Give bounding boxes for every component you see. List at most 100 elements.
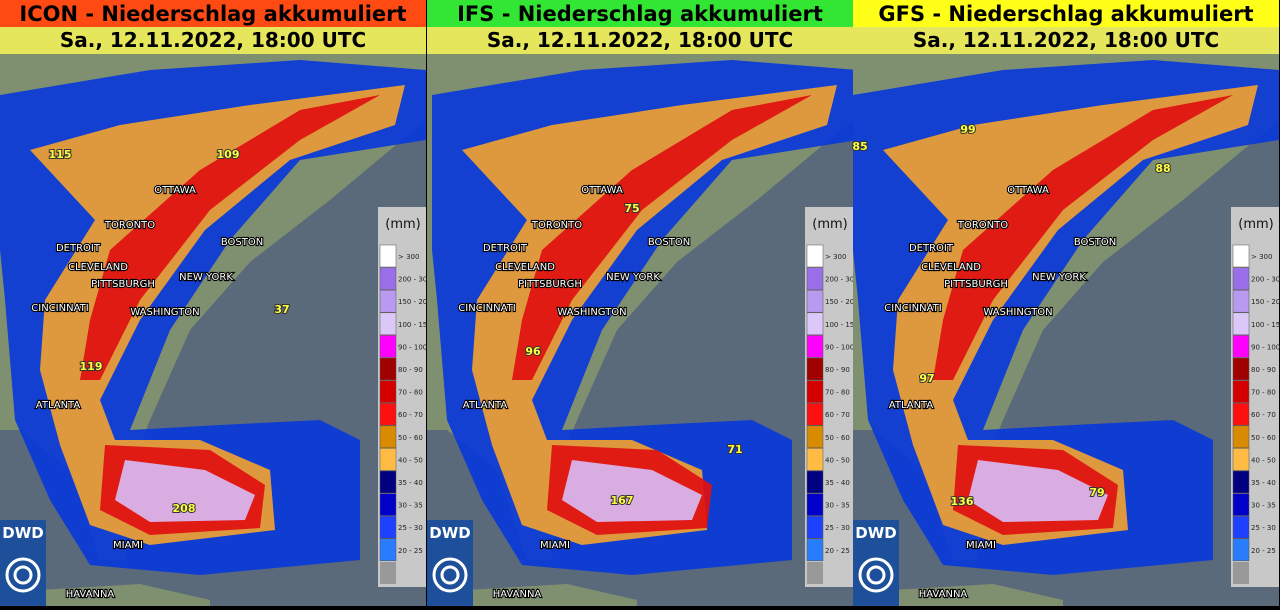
precip-maximum: 96 xyxy=(525,345,541,358)
legend-swatch xyxy=(806,493,824,516)
precip-maximum: 136 xyxy=(951,495,974,508)
city-label: PITTSBURGH xyxy=(91,279,155,290)
city-label: CINCINNATI xyxy=(884,303,941,314)
legend-label: 30 - 35 xyxy=(1251,502,1276,510)
legend-swatch xyxy=(379,289,397,313)
logo-text: DWD xyxy=(855,524,896,542)
subtitle-bar xyxy=(853,27,1279,54)
legend-label: > 300 xyxy=(1251,253,1272,261)
city-label: WASHINGTON xyxy=(130,307,199,318)
legend-label: 150 - 20 xyxy=(398,298,427,306)
city-label: ATLANTA xyxy=(463,400,508,411)
precipitation-area xyxy=(115,460,255,522)
legend-swatch xyxy=(806,538,824,562)
legend-label: 20 - 25 xyxy=(825,547,850,555)
legend-swatch xyxy=(1232,335,1250,358)
panel-subtitle: Sa., 12.11.2022, 18:00 UTC xyxy=(913,28,1219,52)
city-label: PITTSBURGH xyxy=(944,279,1008,290)
city-label: ATLANTA xyxy=(889,400,934,411)
city-label: TORONTO xyxy=(531,220,582,231)
legend-swatch xyxy=(806,470,824,494)
city-label: MIAMI xyxy=(113,540,143,551)
legend-swatch xyxy=(1232,244,1250,268)
legend-unit: (mm) xyxy=(1238,217,1273,232)
legend-label: > 300 xyxy=(825,253,846,261)
legend-label: 25 - 30 xyxy=(398,524,423,532)
legend-unit: (mm) xyxy=(385,217,420,232)
legend-swatch xyxy=(806,380,824,403)
city-label: NEW YORK xyxy=(606,272,660,283)
logo-swirl xyxy=(440,565,460,585)
legend-label: 35 - 40 xyxy=(398,479,423,487)
legend-label: 150 - 20 xyxy=(825,298,854,306)
legend-nodata xyxy=(380,562,396,584)
legend-label: 80 - 90 xyxy=(398,366,423,374)
legend-swatch xyxy=(379,493,397,516)
legend-label: 70 - 80 xyxy=(398,389,423,397)
legend-swatch xyxy=(379,267,397,290)
city-label: OTTAWA xyxy=(1007,185,1049,196)
legend-label: 25 - 30 xyxy=(1251,524,1276,532)
legend-swatch xyxy=(806,335,824,358)
precipitation-area xyxy=(512,95,812,380)
logo-swirl xyxy=(432,557,468,593)
precip-maximum: 85 xyxy=(852,140,867,153)
city-label: DETROIT xyxy=(483,243,528,254)
city-label: CINCINNATI xyxy=(458,303,515,314)
title-bar xyxy=(853,0,1279,27)
city-label: BOSTON xyxy=(1074,237,1116,248)
logo-swirl xyxy=(5,557,41,593)
legend-swatch xyxy=(1232,357,1250,381)
city-label: CLEVELAND xyxy=(495,262,555,273)
city-label: MIAMI xyxy=(966,540,996,551)
legend-label: 40 - 50 xyxy=(1251,456,1276,464)
logo-swirl xyxy=(858,557,894,593)
legend-label: 200 - 30 xyxy=(825,276,854,284)
precip-maximum: 119 xyxy=(80,360,103,373)
legend-label: 150 - 20 xyxy=(1251,298,1280,306)
legend-label: 100 - 15 xyxy=(1251,321,1280,329)
legend-swatch xyxy=(379,402,397,426)
precipitation-area xyxy=(80,95,380,380)
legend-label: 50 - 60 xyxy=(398,434,423,442)
legend-swatch xyxy=(1232,312,1250,336)
legend-label: 50 - 60 xyxy=(1251,434,1276,442)
legend-swatch xyxy=(1232,402,1250,426)
city-label: BOSTON xyxy=(221,237,263,248)
legend-label: 20 - 25 xyxy=(398,547,423,555)
legend-label: > 300 xyxy=(398,253,419,261)
legend-label: 60 - 70 xyxy=(398,411,423,419)
city-label: TORONTO xyxy=(957,220,1008,231)
map-land xyxy=(893,584,1063,606)
map-land xyxy=(40,584,210,606)
logo-text: DWD xyxy=(2,524,43,542)
legend-label: 100 - 15 xyxy=(825,321,854,329)
city-label: MIAMI xyxy=(540,540,570,551)
legend-label: 60 - 70 xyxy=(825,411,850,419)
city-label: ATLANTA xyxy=(36,400,81,411)
legend-label: 90 - 100 xyxy=(1251,343,1280,351)
legend-swatch xyxy=(806,448,824,471)
city-label: BOSTON xyxy=(648,237,690,248)
panel-title: IFS - Niederschlag akkumuliert xyxy=(457,2,823,26)
precipitation-area xyxy=(968,460,1108,522)
legend-swatch xyxy=(806,244,824,268)
logo-swirl xyxy=(13,565,33,585)
city-label: HAVANNA xyxy=(919,589,968,600)
legend-swatch xyxy=(806,402,824,426)
legend-swatch xyxy=(806,357,824,381)
subtitle-bar xyxy=(427,27,853,54)
legend-label: 25 - 30 xyxy=(825,524,850,532)
panel-title: GFS - Niederschlag akkumuliert xyxy=(878,2,1253,26)
logo-swirl xyxy=(866,565,886,585)
legend-label: 70 - 80 xyxy=(1251,389,1276,397)
legend-unit: (mm) xyxy=(812,217,847,232)
legend-swatch xyxy=(379,335,397,358)
city-label: DETROIT xyxy=(56,243,101,254)
legend-label: 35 - 40 xyxy=(825,479,850,487)
legend-swatch xyxy=(379,425,397,449)
